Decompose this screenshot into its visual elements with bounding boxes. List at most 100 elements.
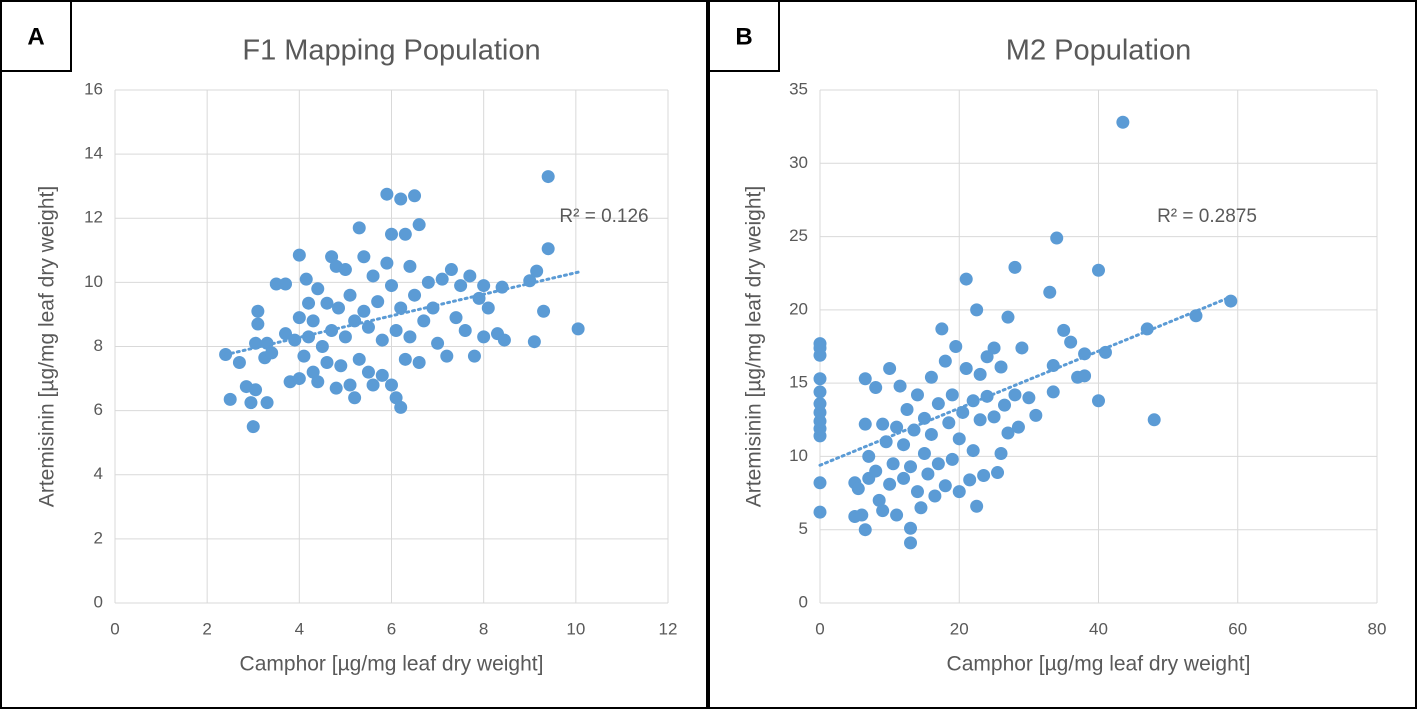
point — [1046, 385, 1060, 399]
point — [311, 375, 325, 389]
point — [329, 381, 343, 395]
x-tick-label: 4 — [295, 619, 304, 638]
y-tick-label: 4 — [94, 464, 103, 483]
y-tick-label: 14 — [84, 144, 103, 163]
point — [389, 391, 403, 405]
x-tick-label: 20 — [950, 619, 969, 638]
panel-label: B — [735, 23, 752, 50]
chart-title: M2 Population — [1006, 35, 1191, 67]
point — [421, 275, 435, 289]
point — [279, 277, 293, 291]
point — [366, 269, 380, 283]
point — [463, 269, 477, 283]
point — [890, 508, 904, 522]
y-tick-label: 5 — [799, 519, 808, 538]
x-tick-label: 12 — [659, 619, 678, 638]
x-tick-label: 0 — [110, 619, 119, 638]
point — [876, 504, 890, 518]
point — [952, 432, 966, 446]
point — [357, 250, 371, 264]
point — [1078, 369, 1092, 383]
point — [403, 259, 417, 273]
point — [279, 327, 293, 341]
point — [467, 349, 481, 363]
point — [858, 417, 872, 431]
point — [394, 400, 408, 414]
point — [315, 340, 329, 353]
point — [311, 282, 325, 296]
point — [352, 352, 366, 366]
point — [1029, 408, 1043, 422]
point — [338, 330, 352, 344]
point — [223, 392, 237, 406]
point — [855, 508, 869, 522]
point — [408, 288, 422, 302]
point — [813, 341, 827, 355]
point — [1224, 294, 1238, 308]
annotation: R² = 0.126 — [559, 206, 648, 227]
point — [1015, 341, 1029, 355]
point — [435, 272, 449, 286]
point — [869, 464, 883, 478]
point — [251, 317, 265, 331]
point — [1147, 413, 1161, 427]
x-tick-label: 40 — [1089, 619, 1108, 638]
point — [571, 322, 585, 336]
y-tick-label: 16 — [84, 79, 103, 98]
y-tick-label: 25 — [789, 226, 808, 245]
point — [1022, 391, 1036, 405]
point — [417, 314, 431, 328]
point — [408, 189, 422, 203]
point — [325, 250, 339, 264]
x-tick-label: 0 — [815, 619, 824, 638]
point — [1008, 260, 1022, 274]
point — [952, 485, 966, 499]
point — [292, 372, 306, 386]
point — [963, 473, 977, 487]
point — [352, 221, 366, 235]
x-axis-label: Camphor [µg/mg leaf dry weight] — [240, 653, 544, 676]
panel-label-box — [0, 0, 72, 72]
point — [917, 446, 931, 460]
y-tick-label: 0 — [94, 592, 103, 611]
y-tick-label: 35 — [789, 79, 808, 98]
point — [343, 378, 357, 392]
y-axis-label: Artemisinin [µg/mg leaf dry weight] — [36, 186, 59, 507]
point — [302, 330, 316, 344]
point — [348, 391, 362, 405]
point — [343, 288, 357, 302]
point — [320, 296, 334, 310]
point — [440, 349, 454, 363]
point — [924, 370, 938, 384]
point — [361, 365, 375, 379]
point — [973, 367, 987, 381]
point — [928, 489, 942, 503]
point — [949, 340, 963, 353]
point — [994, 360, 1008, 374]
point — [1189, 309, 1203, 323]
point — [306, 314, 320, 328]
point — [477, 279, 491, 293]
point — [910, 388, 924, 402]
point — [380, 256, 394, 270]
point — [375, 368, 389, 382]
point — [945, 388, 959, 402]
point — [921, 467, 935, 481]
point — [1043, 285, 1057, 299]
panel-label: A — [27, 23, 44, 50]
point — [481, 301, 495, 315]
point — [394, 301, 408, 315]
point — [265, 346, 279, 360]
point — [872, 493, 886, 507]
point — [897, 438, 911, 452]
y-tick-label: 20 — [789, 299, 808, 318]
point — [851, 482, 865, 496]
point — [385, 378, 398, 392]
point — [541, 170, 555, 184]
point — [497, 333, 511, 347]
chart-title: F1 Mapping Population — [242, 35, 540, 67]
point — [366, 378, 380, 392]
point — [862, 449, 876, 463]
y-axis-label: Artemisinin [µg/mg leaf dry weight] — [743, 186, 766, 507]
point — [269, 277, 283, 291]
